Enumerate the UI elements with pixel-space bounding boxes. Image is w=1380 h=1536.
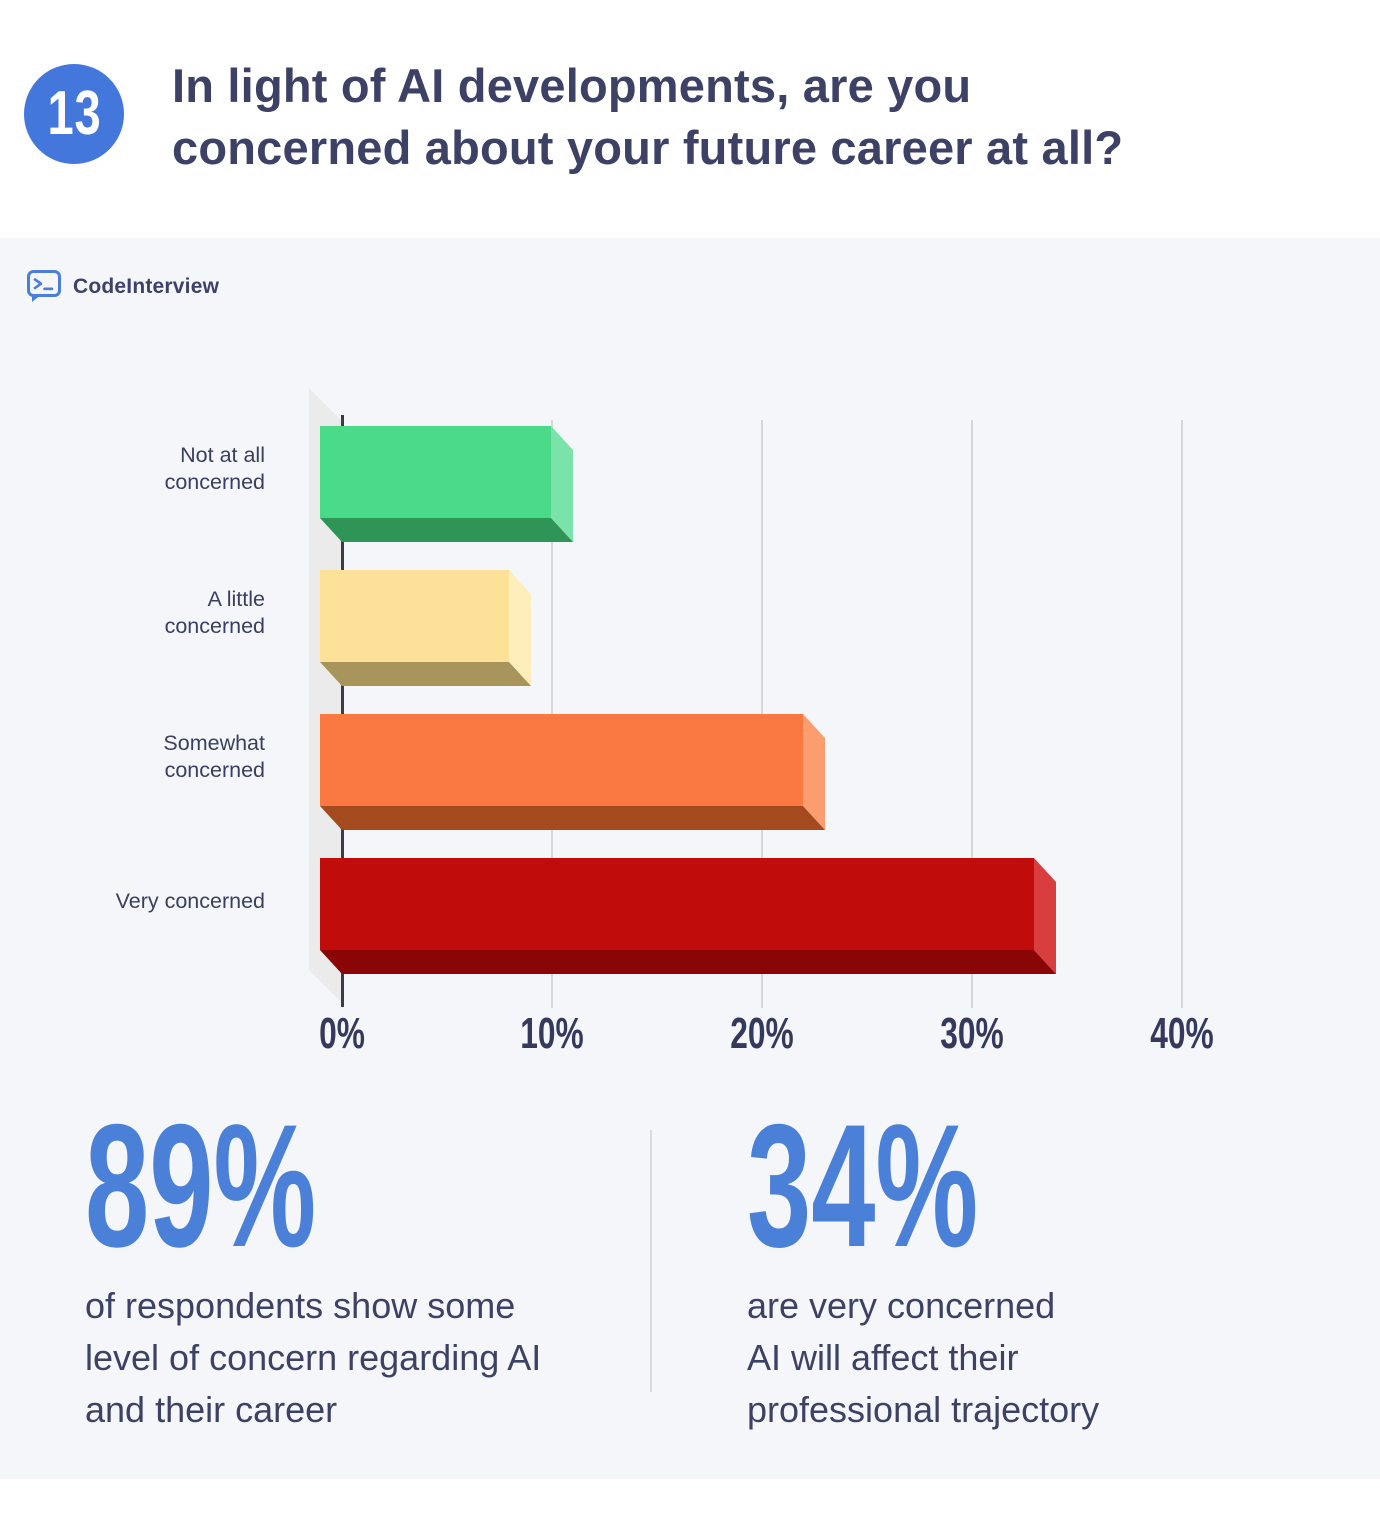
- bar-side-face: [551, 426, 573, 542]
- bar-face: [320, 858, 1034, 950]
- category-label-not-at-all-concerned: Not at all concerned: [164, 443, 265, 494]
- question-title-line1: In light of AI developments, are you: [172, 59, 972, 112]
- x-tick-label-10%: 10%: [520, 1009, 584, 1058]
- bar-very-concerned: [320, 858, 1056, 974]
- stats-divider: [650, 1130, 652, 1392]
- brand-logo: CodeInterview: [27, 270, 219, 303]
- stat-value-some-concern: 89%: [85, 1089, 317, 1284]
- bar-bottom-face: [320, 950, 1056, 974]
- stat-description-very-concerned: are very concerned AI will affect their …: [747, 1285, 1100, 1430]
- x-tick-label-30%: 30%: [940, 1009, 1004, 1058]
- bar-bottom-face: [320, 806, 825, 830]
- category-label-somewhat-concerned: Somewhat concerned: [163, 731, 265, 782]
- x-tick-label-40%: 40%: [1150, 1009, 1214, 1058]
- question-title-line2: concerned about your future career at al…: [172, 121, 1124, 174]
- question-number: 13: [47, 79, 101, 148]
- stat-description-some-concern: of respondents show some level of concer…: [85, 1285, 542, 1430]
- question-title: In light of AI developments, are you conc…: [172, 55, 1123, 179]
- bar-somewhat-concerned: [320, 714, 825, 830]
- bar-not-at-all-concerned: [320, 426, 573, 542]
- bar-bottom-face: [320, 518, 573, 542]
- question-number-badge: 13: [24, 64, 124, 164]
- chart-panel: CodeInterview Not at all concerned A litt…: [0, 238, 1380, 1479]
- bar-side-face: [803, 714, 825, 830]
- bar-face: [320, 570, 509, 662]
- bar-side-face: [1034, 858, 1056, 974]
- bar-side-face: [509, 570, 531, 686]
- brand-name: CodeInterview: [73, 274, 220, 298]
- category-label-a-little-concerned: A little concerned: [164, 587, 265, 638]
- stat-value-very-concerned: 34%: [747, 1089, 979, 1284]
- gridline-40%: [1181, 420, 1183, 1008]
- gridline-30%: [971, 420, 973, 1008]
- x-axis-zero-line: [341, 415, 344, 1007]
- bar-face: [320, 426, 551, 518]
- category-label-very-concerned: Very concerned: [115, 889, 265, 913]
- terminal-chat-bubble-icon: [27, 270, 61, 302]
- bar-chart: Not at all concerned A little concerned So…: [0, 238, 1380, 1068]
- x-tick-label-0%: 0%: [319, 1009, 365, 1058]
- bar-a-little-concerned: [320, 570, 531, 686]
- x-tick-label-20%: 20%: [730, 1009, 794, 1058]
- bar-bottom-face: [320, 662, 531, 686]
- bar-face: [320, 714, 803, 806]
